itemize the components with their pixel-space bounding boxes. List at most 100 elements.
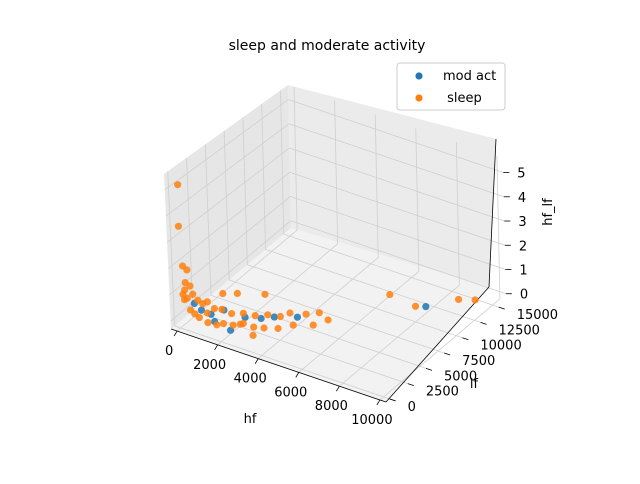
data-point-sleep: [180, 296, 189, 304]
y-tick-mark: [389, 398, 396, 402]
x-grid-line-floor: [379, 298, 501, 401]
data-point-sleep: [309, 321, 317, 329]
back-pane: [288, 85, 496, 287]
x-grid-line-floor: [217, 243, 338, 346]
y-grid-line-left: [204, 144, 212, 296]
x-tick-mark: [173, 330, 178, 337]
y-grid-line-left: [167, 171, 176, 326]
data-point-mod-act: [293, 313, 302, 321]
data-point-sleep: [286, 309, 294, 317]
y-axis-label: lf: [470, 377, 479, 392]
x-tick-mark: [336, 385, 340, 392]
z-grid-line-left: [168, 171, 291, 269]
z-tick-label: 4: [518, 191, 526, 206]
data-point-sleep: [189, 290, 197, 298]
data-point-sleep: [186, 282, 194, 290]
z-tick-label: 2: [519, 239, 527, 254]
x-tick-mark: [376, 399, 381, 406]
grid-lines: [164, 87, 506, 401]
y-tick-label: 5000: [444, 369, 477, 384]
x-tick-label: 8000: [315, 399, 348, 414]
data-point-sleep: [302, 310, 310, 318]
z-grid-line-left: [169, 196, 291, 296]
y-grid-line-left: [242, 117, 248, 265]
x-grid-line-back: [455, 142, 460, 286]
y-tick-label: 0: [408, 400, 416, 415]
data-point-sleep: [228, 309, 236, 318]
y-grid-line-floor: [265, 249, 481, 323]
data-point-mod-act: [257, 314, 265, 323]
y-axis-line: [385, 286, 490, 403]
y-tick-label: 10000: [480, 339, 521, 354]
data-point-sleep: [324, 316, 332, 324]
axis-panes: [164, 85, 496, 402]
x-tick-label: 6000: [274, 385, 307, 400]
legend-label-sleep: sleep: [443, 91, 482, 106]
data-points: [174, 181, 479, 339]
y-grid-line-floor: [283, 233, 499, 308]
z-grid-line-left: [166, 147, 290, 243]
data-point-sleep: [186, 306, 195, 314]
z-grid-line-left: [164, 99, 289, 191]
data-point-sleep: [261, 290, 269, 298]
legend-label-mod-act: mod act: [443, 69, 496, 84]
x-axis-label: hf: [244, 412, 257, 427]
x-grid-line-floor: [257, 257, 379, 359]
y-tick-mark: [407, 383, 414, 387]
data-point-sleep: [264, 311, 272, 319]
y-tick-label: 12500: [499, 323, 540, 338]
y-grid-line-floor: [247, 264, 463, 339]
data-point-mod-act: [197, 306, 206, 314]
data-point-sleep: [251, 312, 259, 320]
legend: mod act sleep: [396, 62, 506, 111]
x-grid-line-floor: [298, 271, 420, 373]
data-point-sleep: [250, 323, 258, 331]
y-grid-line-left: [223, 130, 230, 281]
data-point-sleep: [239, 309, 247, 317]
y-tick-label: 15000: [517, 308, 558, 323]
x-grid-line-back: [496, 155, 501, 299]
data-point-sleep: [274, 324, 282, 333]
data-point-sleep: [219, 289, 227, 298]
chart-title: sleep and moderate activity: [229, 38, 426, 54]
z-axis-line: [488, 138, 497, 288]
z-tick-label: 3: [518, 215, 526, 230]
data-point-sleep: [471, 296, 479, 304]
data-point-mod-act: [270, 313, 278, 321]
z-grid-line-back: [290, 196, 506, 270]
x-axis-line: [170, 328, 387, 403]
y-grid-line-floor: [210, 294, 427, 369]
data-point-sleep: [219, 320, 228, 328]
y-tick-label: 2500: [426, 385, 459, 400]
data-point-sleep: [289, 321, 297, 329]
data-point-sleep: [260, 324, 268, 332]
y-grid-line-floor: [174, 325, 390, 400]
x-grid-line-back: [415, 128, 420, 272]
x-tick-label: 2000: [193, 358, 226, 373]
y-tick-mark: [498, 306, 505, 310]
z-grid-line-back: [290, 220, 506, 295]
x-grid-line-back: [374, 114, 379, 258]
y-grid-line-left: [280, 90, 285, 235]
data-point-sleep: [183, 266, 191, 274]
data-point-sleep: [411, 302, 420, 310]
data-point-sleep: [229, 321, 237, 329]
x-grid-line-back: [334, 100, 339, 244]
x-grid-line-floor: [339, 284, 460, 387]
y-tick-mark: [444, 352, 451, 356]
data-point-sleep: [204, 319, 212, 327]
data-point-sleep: [174, 222, 183, 230]
legend-marker-mod-act: [415, 72, 423, 80]
legend-box: [396, 62, 506, 111]
y-tick-mark: [462, 337, 469, 341]
data-point-sleep: [174, 181, 182, 189]
data-point-sleep: [218, 305, 226, 313]
x-tick-label: 10000: [351, 413, 392, 428]
data-point-sleep: [386, 291, 394, 299]
z-grid-line-left: [165, 123, 290, 217]
tick-marks: 0200040006000800010000025005000750010000…: [165, 167, 558, 428]
y-tick-mark: [480, 322, 487, 325]
z-tick-label: 1: [519, 263, 527, 278]
